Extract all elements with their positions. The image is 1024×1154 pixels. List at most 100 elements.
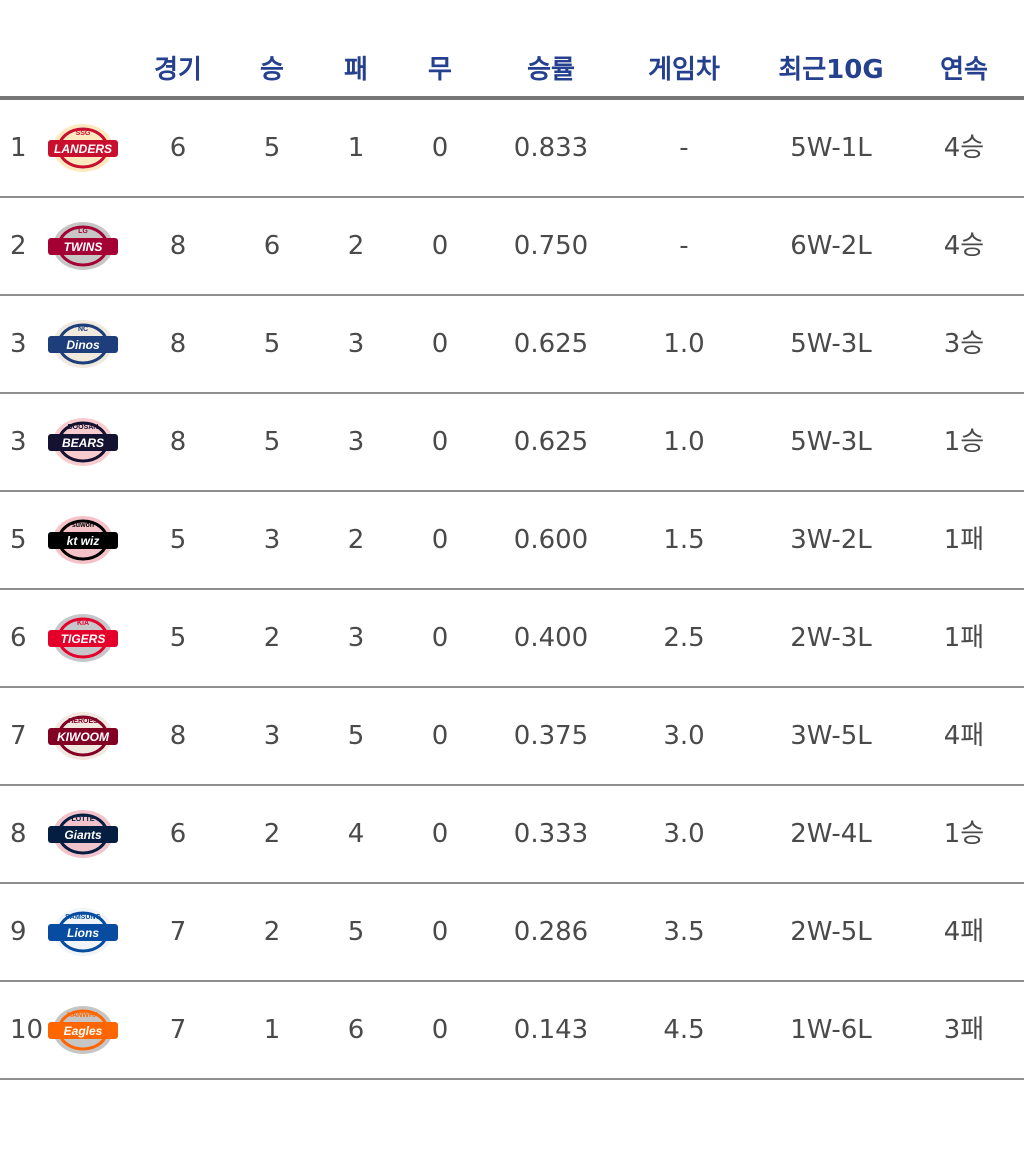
streak-cell: 1패 xyxy=(943,525,985,555)
rank-cell: 3 xyxy=(10,427,27,457)
streak-cell: 1승 xyxy=(943,427,985,457)
games-behind-cell: 1.0 xyxy=(663,329,705,359)
svg-text:KIA: KIA xyxy=(77,620,89,627)
wins-cell: 1 xyxy=(263,1015,281,1045)
win-pct-cell: 0.333 xyxy=(513,819,589,849)
games-behind-cell: 4.5 xyxy=(663,1015,705,1045)
header-last-10: 최근10G xyxy=(778,55,884,85)
wins-cell: 3 xyxy=(263,721,281,751)
wins-cell: 2 xyxy=(263,623,281,653)
table-row[interactable]: 9 Lions SAMSUNG 7 2 5 0 0.286 3.5 2W-5L 4패 xyxy=(0,884,1024,982)
streak-cell: 1승 xyxy=(943,819,985,849)
table-row[interactable]: 6 TIGERS KIA 5 2 3 0 0.400 2.5 2W-3L 1패 xyxy=(0,590,1024,688)
games-behind-cell: 1.5 xyxy=(663,525,705,555)
lions-logo-icon: Lions SAMSUNG xyxy=(44,902,122,962)
games-cell: 8 xyxy=(169,427,187,457)
losses-cell: 3 xyxy=(347,329,365,359)
table-row[interactable]: 1 LANDERS SSG 6 5 1 0 0.833 - 5W-1L 4승 xyxy=(0,100,1024,198)
last-10-cell: 1W-6L xyxy=(790,1015,872,1045)
standings-table: 경기 승 패 무 승률 게임차 최근10G 연속 1 LANDERS SSG 6 5 1 0… xyxy=(0,0,1024,1080)
svg-text:SAMSUNG: SAMSUNG xyxy=(65,914,101,921)
losses-cell: 3 xyxy=(347,427,365,457)
svg-text:BEARS: BEARS xyxy=(62,436,104,450)
table-row[interactable]: 2 TWINS LG 8 6 2 0 0.750 - 6W-2L 4승 xyxy=(0,198,1024,296)
draws-cell: 0 xyxy=(431,917,449,947)
last-10-cell: 2W-5L xyxy=(790,917,872,947)
win-pct-cell: 0.833 xyxy=(513,133,589,163)
games-behind-cell: - xyxy=(679,231,689,261)
games-behind-cell: 3.0 xyxy=(663,819,705,849)
table-row[interactable]: 8 Giants LOTTE 6 2 4 0 0.333 3.0 2W-4L 1승 xyxy=(0,786,1024,884)
svg-text:Dinos: Dinos xyxy=(66,338,100,352)
draws-cell: 0 xyxy=(431,623,449,653)
games-cell: 5 xyxy=(169,525,187,555)
svg-text:LOTTE: LOTTE xyxy=(72,816,95,823)
svg-text:kt wiz: kt wiz xyxy=(67,534,100,548)
table-header: 경기 승 패 무 승률 게임차 최근10G 연속 xyxy=(0,0,1024,100)
ktwiz-logo-icon: kt wiz suwon xyxy=(44,510,122,570)
games-cell: 6 xyxy=(169,819,187,849)
last-10-cell: 2W-4L xyxy=(790,819,872,849)
streak-cell: 4패 xyxy=(943,721,985,751)
draws-cell: 0 xyxy=(431,721,449,751)
rank-cell: 9 xyxy=(10,917,27,947)
last-10-cell: 5W-3L xyxy=(790,427,872,457)
wins-cell: 5 xyxy=(263,133,281,163)
wins-cell: 3 xyxy=(263,525,281,555)
svg-text:Lions: Lions xyxy=(67,926,99,940)
win-pct-cell: 0.625 xyxy=(513,329,589,359)
games-cell: 7 xyxy=(169,1015,187,1045)
streak-cell: 1패 xyxy=(943,623,985,653)
eagles-logo-icon: Eagles HANWHA xyxy=(44,1000,122,1060)
games-cell: 7 xyxy=(169,917,187,947)
streak-cell: 4승 xyxy=(943,231,985,261)
games-cell: 6 xyxy=(169,133,187,163)
kiwoom-logo-icon: KIWOOM HEROES xyxy=(44,706,122,766)
landers-logo-icon: LANDERS SSG xyxy=(44,118,122,178)
losses-cell: 6 xyxy=(347,1015,365,1045)
tigers-logo-icon: TIGERS KIA xyxy=(44,608,122,668)
wins-cell: 5 xyxy=(263,329,281,359)
last-10-cell: 5W-1L xyxy=(790,133,872,163)
games-cell: 5 xyxy=(169,623,187,653)
table-row[interactable]: 3 BEARS DOOSAN 8 5 3 0 0.625 1.0 5W-3L 1승 xyxy=(0,394,1024,492)
svg-text:HANWHA: HANWHA xyxy=(67,1012,99,1019)
win-pct-cell: 0.375 xyxy=(513,721,589,751)
games-behind-cell: 2.5 xyxy=(663,623,705,653)
rank-cell: 3 xyxy=(10,329,27,359)
svg-text:TIGERS: TIGERS xyxy=(61,632,106,646)
svg-text:KIWOOM: KIWOOM xyxy=(57,730,110,744)
win-pct-cell: 0.286 xyxy=(513,917,589,947)
table-row[interactable]: 7 KIWOOM HEROES 8 3 5 0 0.375 3.0 3W-5L 4패 xyxy=(0,688,1024,786)
games-cell: 8 xyxy=(169,329,187,359)
losses-cell: 5 xyxy=(347,917,365,947)
draws-cell: 0 xyxy=(431,1015,449,1045)
win-pct-cell: 0.625 xyxy=(513,427,589,457)
svg-text:SSG: SSG xyxy=(76,130,91,137)
table-row[interactable]: 10 Eagles HANWHA 7 1 6 0 0.143 4.5 1W-6L 3패 xyxy=(0,982,1024,1080)
svg-text:TWINS: TWINS xyxy=(64,240,103,254)
last-10-cell: 3W-5L xyxy=(790,721,872,751)
last-10-cell: 3W-2L xyxy=(790,525,872,555)
losses-cell: 5 xyxy=(347,721,365,751)
win-pct-cell: 0.600 xyxy=(513,525,589,555)
rank-cell: 5 xyxy=(10,525,27,555)
header-losses: 패 xyxy=(344,55,368,85)
streak-cell: 3승 xyxy=(943,329,985,359)
win-pct-cell: 0.143 xyxy=(513,1015,589,1045)
header-streak: 연속 xyxy=(940,55,988,85)
wins-cell: 2 xyxy=(263,917,281,947)
draws-cell: 0 xyxy=(431,525,449,555)
svg-text:suwon: suwon xyxy=(72,522,94,529)
wins-cell: 5 xyxy=(263,427,281,457)
header-wins: 승 xyxy=(260,55,284,85)
svg-text:HEROES: HEROES xyxy=(68,718,98,725)
draws-cell: 0 xyxy=(431,427,449,457)
wins-cell: 6 xyxy=(263,231,281,261)
table-row[interactable]: 3 Dinos NC 8 5 3 0 0.625 1.0 5W-3L 3승 xyxy=(0,296,1024,394)
svg-text:Giants: Giants xyxy=(64,828,102,842)
rank-cell: 8 xyxy=(10,819,27,849)
giants-logo-icon: Giants LOTTE xyxy=(44,804,122,864)
table-row[interactable]: 5 kt wiz suwon 5 3 2 0 0.600 1.5 3W-2L 1패 xyxy=(0,492,1024,590)
losses-cell: 4 xyxy=(347,819,365,849)
